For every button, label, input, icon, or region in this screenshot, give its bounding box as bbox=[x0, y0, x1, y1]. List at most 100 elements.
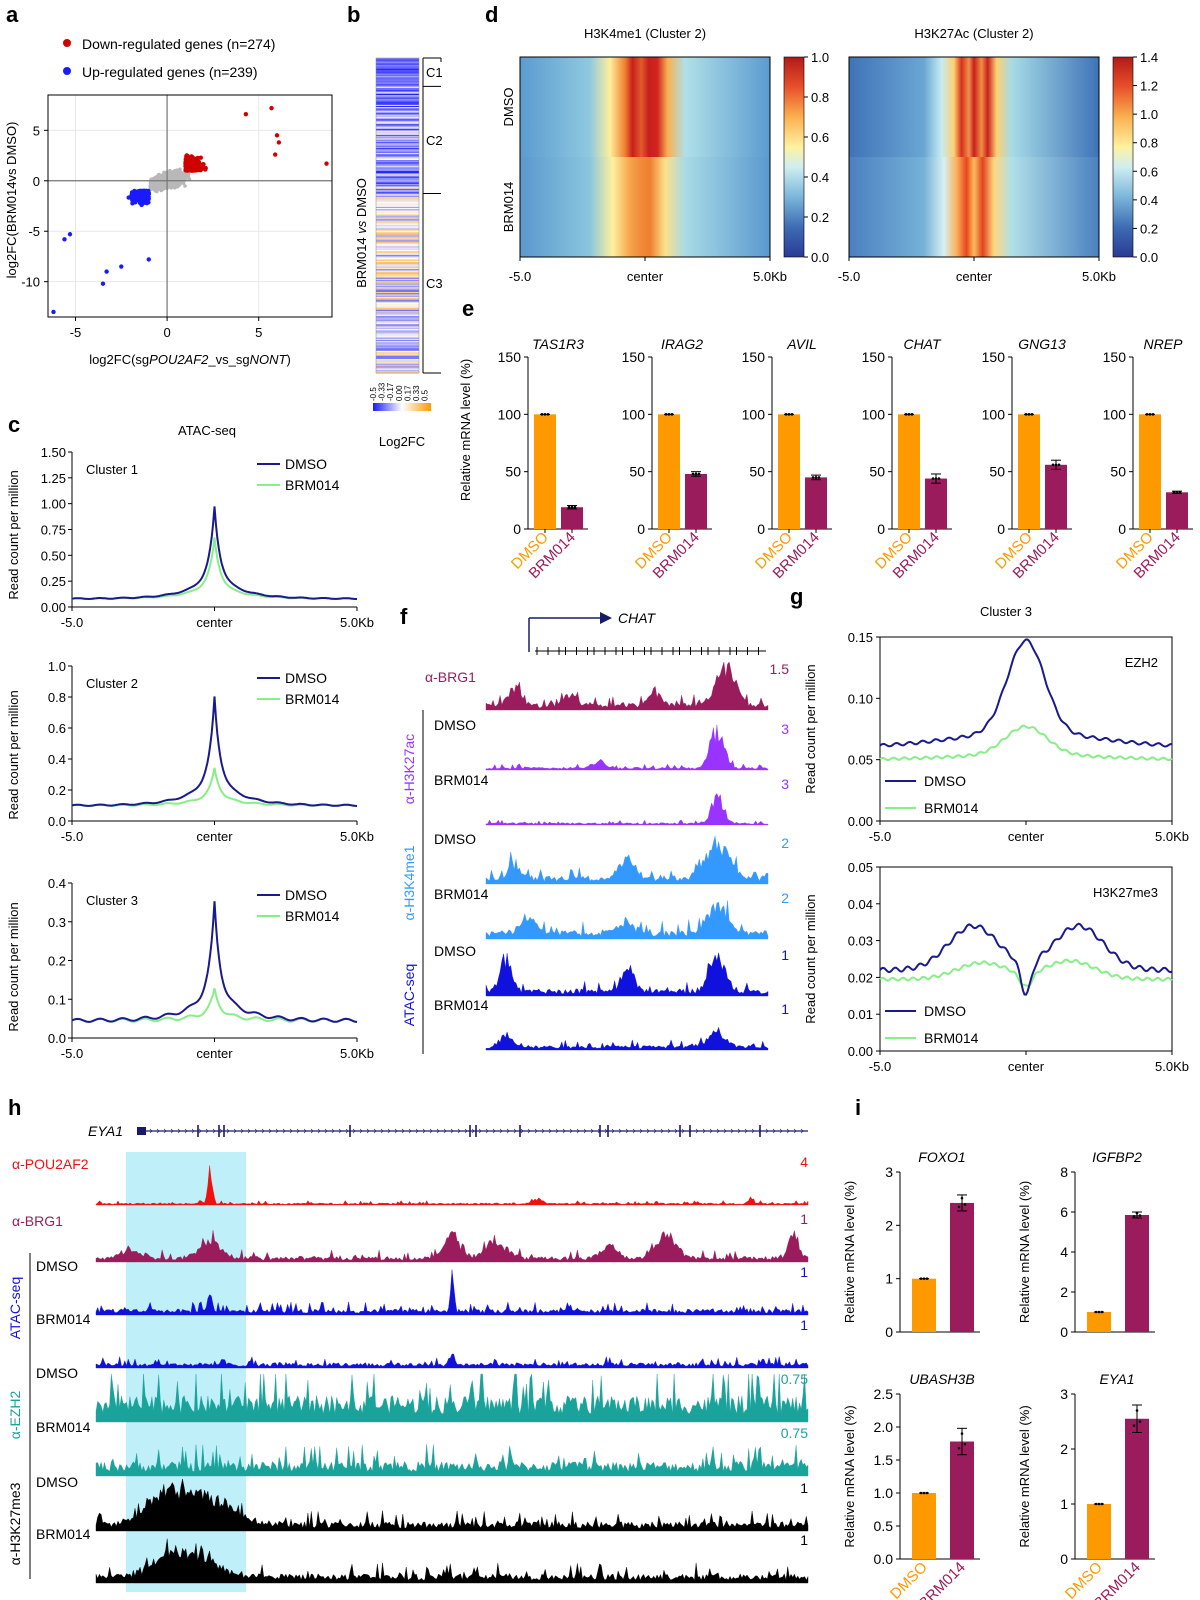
bar-plot: FOXO1 0 1 2 3 Relative mRNA level (%) bbox=[842, 1149, 980, 1340]
heatmap-row bbox=[376, 65, 419, 67]
replicate-dot bbox=[904, 413, 908, 416]
intron-arrow bbox=[324, 1128, 328, 1134]
colorbar-tick-label: 1.2 bbox=[1140, 79, 1158, 94]
heatmap-row bbox=[376, 366, 419, 368]
intron-arrow bbox=[541, 1128, 545, 1134]
track-signal bbox=[485, 1026, 769, 1051]
track-scale: 1 bbox=[800, 1264, 808, 1280]
y-tick-label: 0.75 bbox=[41, 523, 66, 538]
replicate-dot bbox=[1132, 1424, 1136, 1427]
intron-arrow bbox=[310, 1128, 314, 1134]
intron-arrow bbox=[268, 1128, 272, 1134]
intron-arrow bbox=[499, 1128, 503, 1134]
heatmap-row bbox=[376, 348, 419, 350]
track-sample: DMSO bbox=[36, 1258, 78, 1274]
x-tick-label: 5 bbox=[255, 325, 262, 340]
heatmap-row bbox=[376, 282, 419, 284]
y-tick-label: 0 bbox=[1060, 1551, 1068, 1567]
y-tick-label: 0.25 bbox=[41, 574, 66, 589]
replicate-dot bbox=[1027, 413, 1031, 416]
point-gray bbox=[181, 174, 186, 178]
heatmap-row bbox=[376, 220, 419, 222]
legend-brm-label: BRM014 bbox=[285, 691, 340, 707]
y-tick-label: 3 bbox=[885, 1164, 893, 1180]
panel-g-title: Cluster 3 bbox=[980, 604, 1032, 619]
heatmap-row bbox=[376, 160, 419, 162]
heatmap-row bbox=[376, 209, 419, 211]
y-tick-label: 5 bbox=[33, 123, 40, 138]
replicate-dot bbox=[957, 1205, 961, 1209]
heatmap-row bbox=[376, 356, 419, 359]
series-brm014 bbox=[71, 767, 358, 808]
track-label: α-BRG1 bbox=[12, 1213, 63, 1229]
y-tick-label: 100 bbox=[982, 406, 1006, 422]
signal-track: 1 DMSO α-H3K27me3 bbox=[7, 1469, 808, 1579]
heatmap-row bbox=[376, 188, 419, 191]
legend-dmso-label: DMSO bbox=[924, 773, 966, 789]
heatmap-row bbox=[376, 127, 419, 129]
group-label: ATAC-seq bbox=[401, 964, 417, 1027]
replicate-dot bbox=[960, 1196, 964, 1200]
intron-arrow bbox=[492, 1128, 496, 1134]
legend-down-marker bbox=[63, 39, 71, 47]
intron-arrow bbox=[156, 1128, 160, 1134]
series-dmso bbox=[879, 638, 1173, 748]
x-tick-label: 0 bbox=[163, 325, 170, 340]
colorbar-tick-label: 0.8 bbox=[1140, 136, 1158, 151]
heatmap-row bbox=[376, 302, 419, 305]
intron-arrow bbox=[779, 1128, 783, 1134]
intron-arrow bbox=[667, 1128, 671, 1134]
x-tick-label: -5.0 bbox=[869, 829, 891, 844]
series-dmso bbox=[71, 506, 357, 601]
x-tick-label: center bbox=[956, 269, 993, 284]
heatmap-row bbox=[376, 349, 419, 351]
heatmap-row bbox=[376, 244, 419, 246]
heatmap-row bbox=[376, 337, 419, 339]
intron-arrow bbox=[303, 1128, 307, 1134]
intron-arrow bbox=[660, 1128, 664, 1134]
bar-brm014 bbox=[950, 1202, 974, 1332]
y-tick-label: 50 bbox=[1110, 464, 1126, 480]
heatmap-row bbox=[376, 257, 419, 259]
intron-arrow bbox=[219, 1128, 223, 1134]
intron-arrow bbox=[163, 1128, 167, 1134]
track-signal bbox=[95, 1444, 809, 1477]
intron-arrow bbox=[338, 1128, 342, 1134]
heatmap-row bbox=[376, 90, 419, 92]
heatmap-row bbox=[376, 72, 419, 74]
intron-arrow bbox=[744, 1128, 748, 1134]
legend-brm-label: BRM014 bbox=[285, 477, 340, 493]
y-tick-label: 1 bbox=[1060, 1496, 1068, 1512]
intron-arrow bbox=[534, 1128, 538, 1134]
replicate-dot bbox=[811, 476, 815, 479]
heatmap-row bbox=[376, 88, 419, 90]
replicate-dot bbox=[1030, 413, 1034, 416]
intron-arrow bbox=[702, 1128, 706, 1134]
heatmap-row bbox=[376, 330, 419, 332]
y-tick-label: 1.0 bbox=[874, 1485, 894, 1501]
intron-arrow bbox=[394, 1128, 398, 1134]
point-gray bbox=[183, 184, 187, 188]
replicate-dot bbox=[667, 413, 671, 416]
heatmap-row bbox=[376, 229, 419, 231]
replicate-dot bbox=[1054, 463, 1058, 467]
heatmap-row bbox=[376, 214, 419, 216]
heatmap-title: H3K4me1 (Cluster 2) bbox=[584, 26, 706, 41]
y-tick-label: 0.4 bbox=[48, 876, 66, 891]
heatmap-row bbox=[376, 235, 419, 237]
heatmap-row bbox=[376, 133, 419, 135]
replicate-dot bbox=[546, 413, 550, 416]
x-tick-label: 5.0Kb bbox=[1155, 829, 1189, 844]
heatmap-row bbox=[376, 82, 419, 84]
heatmap-row bbox=[376, 323, 419, 325]
bar-brm014 bbox=[561, 507, 583, 529]
heatmap-row bbox=[376, 278, 419, 281]
point-up bbox=[67, 232, 73, 237]
plot-bg bbox=[48, 95, 332, 317]
replicate-dot bbox=[907, 413, 911, 416]
x-tick-label: -5.0 bbox=[61, 1046, 83, 1061]
heatmap-row bbox=[376, 130, 419, 132]
point-up bbox=[119, 264, 124, 269]
panel-letter-a: a bbox=[6, 2, 19, 27]
intron-arrow bbox=[527, 1128, 531, 1134]
